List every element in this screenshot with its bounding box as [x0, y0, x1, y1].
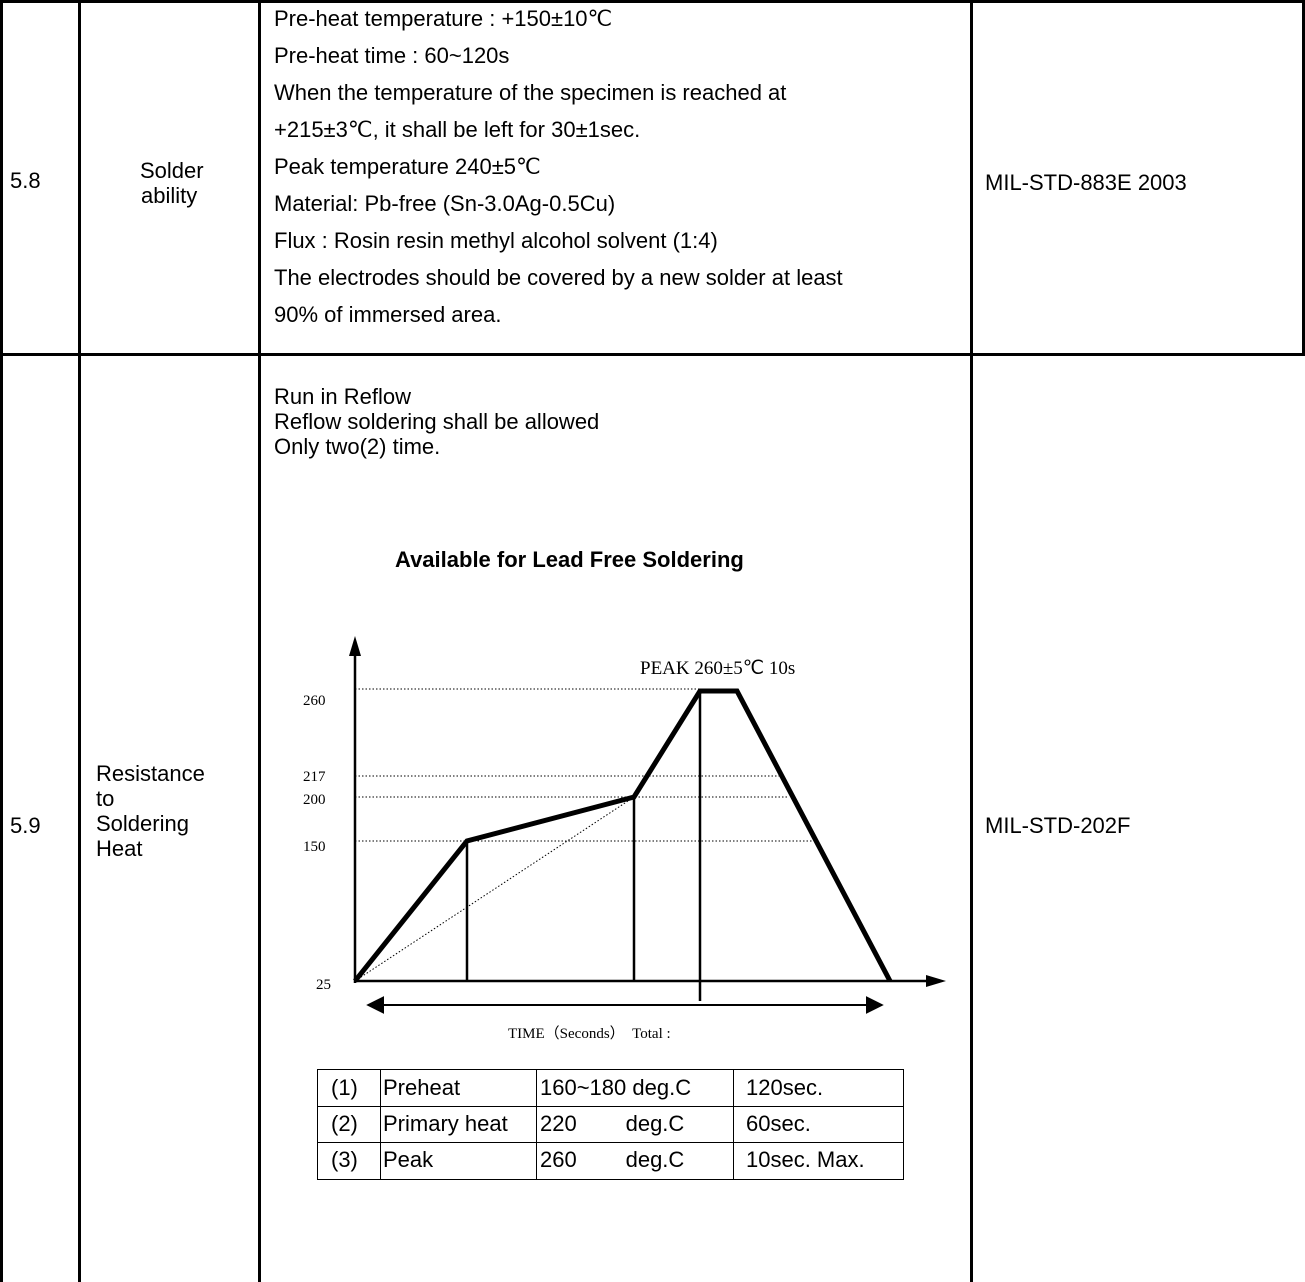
condition-line: Flux : Rosin resin methyl alcohol solven… [274, 228, 718, 253]
condition-line: Material: Pb-free (Sn-3.0Ag-0.5Cu) [274, 191, 616, 216]
condition-line: Pre-heat temperature : +150±10℃ [274, 6, 613, 31]
table-border-right [1302, 0, 1305, 356]
condition-line: Only two(2) time. [274, 434, 441, 459]
table-cell: Preheat [383, 1075, 461, 1100]
table-row-line [318, 1106, 903, 1107]
column-divider-1 [78, 0, 81, 1282]
table-border-left [0, 0, 3, 1282]
column-divider-2 [258, 0, 261, 1282]
condition-line: Reflow soldering shall be allowed [274, 409, 600, 434]
column-divider-3 [970, 0, 973, 1282]
table-col-line [380, 1070, 381, 1179]
table-cell: 260 deg.C [540, 1147, 685, 1172]
y-axis-arrow [349, 636, 361, 656]
y-tick-label: 200 [303, 792, 326, 808]
item-name-line: Heat [96, 836, 143, 861]
condition-line: When the temperature of the specimen is … [274, 80, 787, 105]
item-name-line: Solder [140, 158, 204, 183]
condition-line: +215±3℃, it shall be left for 30±1sec. [274, 117, 641, 142]
condition-line: Pre-heat time : 60~120s [274, 43, 510, 68]
table-cell: (3) [331, 1147, 358, 1172]
y-tick-label: 150 [303, 839, 326, 855]
table-cell: Peak [383, 1147, 434, 1172]
table-row-line [318, 1142, 903, 1143]
y-tick-label: 25 [316, 977, 331, 993]
table-border-top [0, 0, 1305, 3]
item-name-line: to [96, 786, 115, 811]
table-cell: (1) [331, 1075, 358, 1100]
table-cell: 120sec. [746, 1075, 824, 1100]
temperature-profile-curve [353, 688, 893, 983]
table-cell: 10sec. Max. [746, 1147, 865, 1172]
condition-line: Peak temperature 240±5℃ [274, 154, 541, 179]
profile-table: (1) Preheat 160~180 deg.C 120sec. (2) Pr… [317, 1069, 904, 1180]
condition-line: The electrodes should be covered by a ne… [274, 265, 843, 290]
table-cell: (2) [331, 1111, 358, 1136]
table-cell: 160~180 deg.C [540, 1075, 692, 1100]
profile-title: Available for Lead Free Soldering [395, 547, 744, 572]
peak-annotation: PEAK 260±5℃ 10s [640, 658, 796, 679]
item-name-line: ability [141, 183, 198, 208]
row-divider [0, 353, 1305, 356]
item-name-line: Resistance [96, 761, 205, 786]
condition-line: Run in Reflow [274, 384, 411, 409]
row-number: 5.9 [10, 813, 41, 838]
x-axis-label: TIME（Seconds） Total : [508, 1026, 671, 1042]
table-cell: Primary heat [383, 1111, 508, 1136]
table-col-line [536, 1070, 537, 1179]
item-name-line: Soldering [96, 811, 189, 836]
table-cell: 60sec. [746, 1111, 811, 1136]
y-tick-label: 217 [303, 769, 326, 785]
table-col-line [733, 1070, 734, 1179]
y-tick-label: 260 [303, 693, 326, 709]
table-cell: 220 deg.C [540, 1111, 685, 1136]
x-axis-arrow [926, 975, 946, 987]
row-number: 5.8 [10, 168, 41, 193]
standard-reference: MIL-STD-883E 2003 [985, 170, 1187, 195]
standard-reference: MIL-STD-202F [985, 813, 1131, 838]
condition-line: 90% of immersed area. [274, 302, 502, 327]
ramp-guide-line [354, 796, 635, 982]
